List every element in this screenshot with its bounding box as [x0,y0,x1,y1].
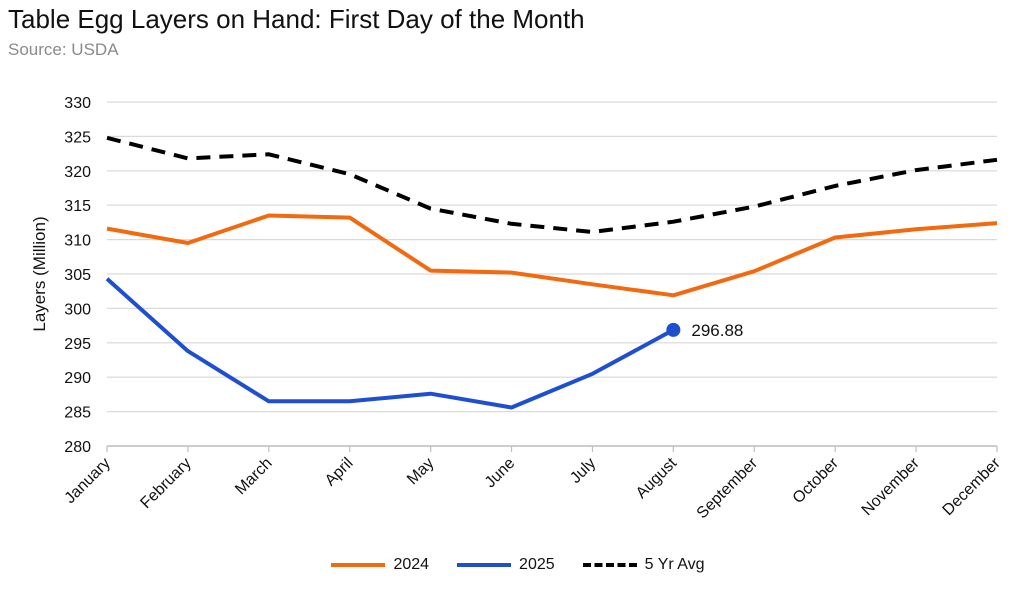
legend-swatch [457,563,512,567]
legend-item-2024: 2024 [331,556,429,574]
x-tick-label: November [859,454,924,519]
x-tick-label: February [137,455,194,512]
x-tick-label: May [404,455,437,488]
y-tick-label: 300 [64,301,91,318]
y-tick-label: 290 [64,370,91,387]
y-tick-label: 325 [64,129,91,146]
legend-swatch [582,563,637,567]
x-tick-label: October [790,454,843,507]
legend-item-2025: 2025 [457,556,555,574]
grid-lines [106,101,998,452]
series-line-5-yr-avg [106,135,998,234]
legend-item-5-yr-avg: 5 Yr Avg [582,556,705,574]
x-tick-label: August [633,454,681,502]
series-line-2024 [106,213,998,298]
legend: 2024 2025 5 Yr Avg [0,556,1036,574]
y-tick-label: 305 [64,267,91,284]
y-axis-label: Layers (Million) [30,216,49,331]
annotations: 296.88 [666,321,743,340]
series-lines [105,135,998,410]
x-tick-label: December [940,454,1005,519]
data-label: 296.88 [691,321,743,340]
x-tick-label: July [567,455,599,487]
legend-label: 2024 [393,556,430,573]
x-tick-label: April [322,455,357,490]
y-tick-label: 310 [64,233,91,250]
series-line-2025 [105,277,675,410]
x-tick-label: March [232,455,275,498]
endpoint-marker [666,322,681,337]
y-tick-label: 320 [64,164,91,181]
x-tick-label: January [62,455,114,507]
legend-swatch [331,563,386,567]
x-tick-labels: January February March April May June July Augu… [62,454,1005,522]
y-tick-label: 315 [64,198,91,215]
chart-subtitle: Source: USDA [8,40,119,59]
y-tick-label: 295 [64,336,91,353]
legend-label: 5 Yr Avg [644,556,705,573]
y-tick-label: 285 [64,405,91,422]
x-tick-label: June [482,455,519,492]
y-tick-label: 280 [64,439,91,456]
x-tick-label: September [694,454,762,522]
legend-label: 2025 [519,556,555,573]
y-tick-labels: 280 285 290 295 300 305 310 315 320 325 330 [64,95,91,456]
y-tick-label: 330 [64,95,91,112]
chart-title: Table Egg Layers on Hand: First Day of t… [8,4,585,34]
